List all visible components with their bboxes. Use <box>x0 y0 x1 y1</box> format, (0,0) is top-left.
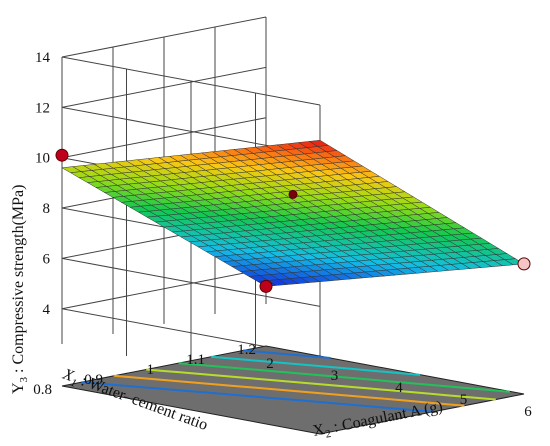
design-point-0 <box>55 148 69 162</box>
x2-tick-label-4: 6 <box>524 404 532 420</box>
contour-line-3 <box>146 368 496 401</box>
x1-tick-label-1: 0.9 <box>84 372 103 388</box>
x1-tick-label-0: 0.8 <box>33 382 52 398</box>
z-tick-label-2: 8 <box>43 201 51 217</box>
contour-line-2 <box>178 362 510 393</box>
x2-tick-label-3: 5 <box>460 392 468 408</box>
x1-tick-label-4: 1.2 <box>237 342 256 358</box>
floor-contour-plane <box>61 345 525 435</box>
x2-tick-label-1: 3 <box>331 368 339 384</box>
contour-line-0 <box>243 349 331 359</box>
design-point-1 <box>288 189 298 199</box>
x1-tick-label-2: 1 <box>147 362 155 378</box>
contour-line-4 <box>113 374 465 407</box>
z-tick-label-0: 4 <box>43 302 51 318</box>
contour-line-5 <box>81 381 434 413</box>
x2-tick-label-0: 2 <box>266 356 274 372</box>
tick-labels: 4 6 8 10 12 14 0.8 0.9 1 1.1 1.2 2 3 4 5 6 <box>33 50 532 420</box>
x2-tick-label-2: 4 <box>395 380 403 396</box>
contour-line-1 <box>210 355 421 376</box>
response-surface <box>61 139 525 287</box>
z-tick-label-5: 14 <box>35 50 51 66</box>
z-tick-label-1: 6 <box>43 251 51 267</box>
z-axis-label: Y3 : Compressive strength(MPa) <box>10 185 30 394</box>
design-point-3 <box>517 257 531 271</box>
z-tick-label-3: 10 <box>35 151 50 167</box>
x1-tick-label-3: 1.1 <box>186 352 205 368</box>
design-point-2 <box>259 279 273 293</box>
z-tick-label-4: 12 <box>35 100 50 116</box>
design-points <box>55 148 531 293</box>
